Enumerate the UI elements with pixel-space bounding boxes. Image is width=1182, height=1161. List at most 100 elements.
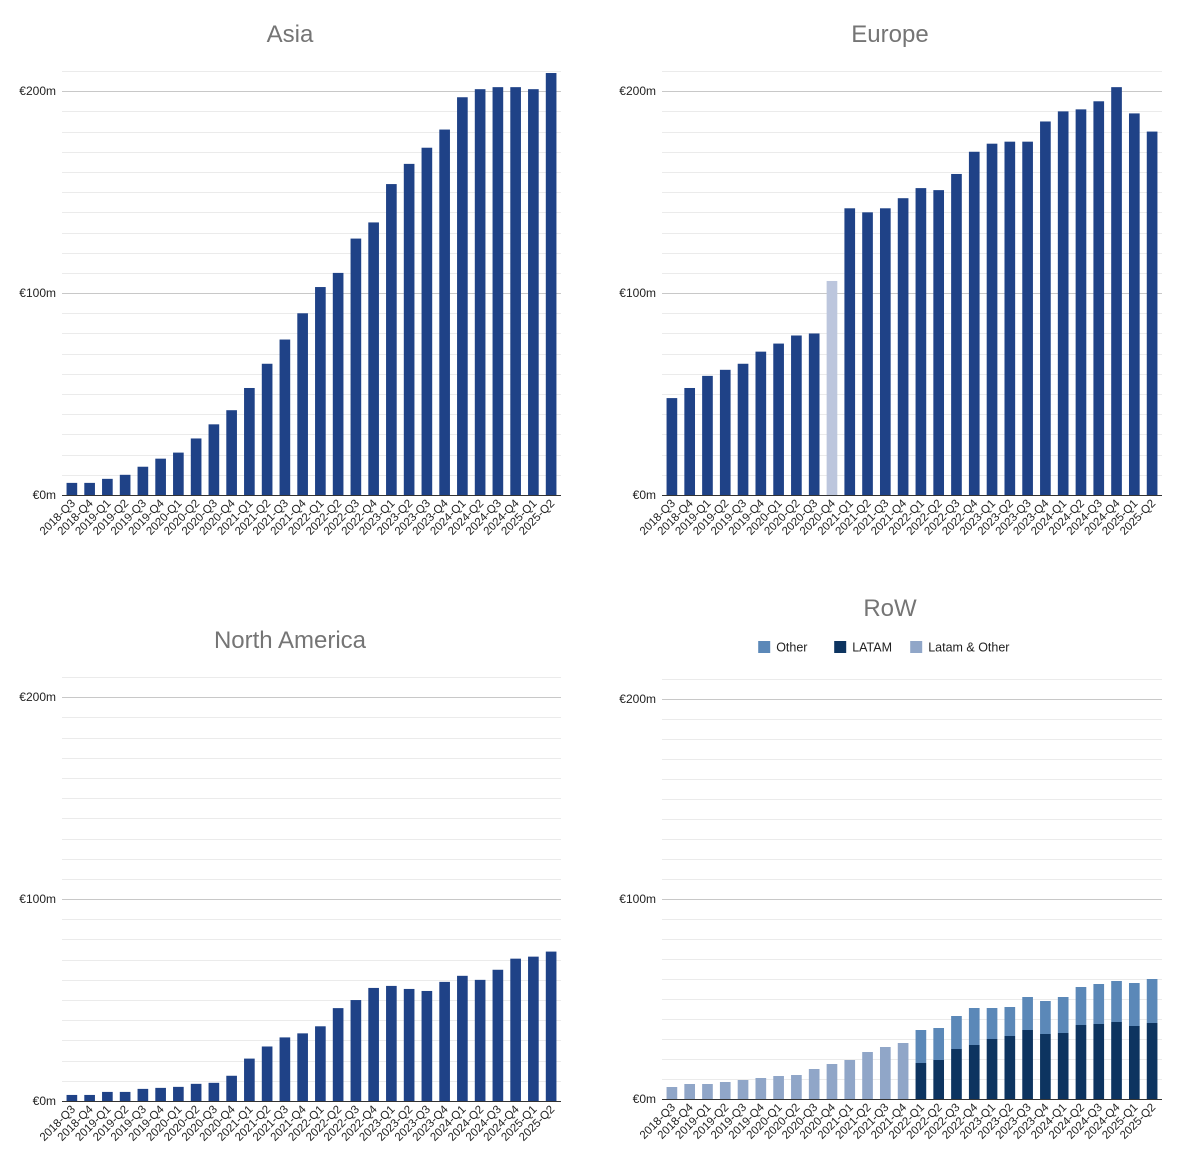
bar-2024-Q1 <box>457 97 468 495</box>
bar-2020-Q1 <box>773 343 784 495</box>
bar-2020-Q2 <box>190 438 202 495</box>
bar-other-2022-Q2 <box>933 1028 945 1060</box>
y-tick-label: €200m <box>619 692 656 706</box>
bar-other-2024-Q2 <box>1075 987 1087 1025</box>
bar-2022-Q4 <box>368 222 379 495</box>
chart-title: North America <box>214 627 367 654</box>
bar-2023-Q2 <box>403 988 415 1101</box>
bar-latam-2023-Q2 <box>1004 1036 1016 1099</box>
row-bars <box>666 979 1158 1099</box>
asia-chart: Asia€0m€100m€200m2018-Q32018-Q42019-Q120… <box>19 21 561 538</box>
bar-2021-Q2 <box>862 212 873 496</box>
legend-swatch-latam-other <box>910 641 923 653</box>
bar-2023-Q1 <box>386 985 397 1101</box>
bar-2023-Q1 <box>986 143 998 495</box>
bar-2020-Q3 <box>808 333 820 495</box>
y-tick-label: €100m <box>619 892 656 906</box>
bar-latam-other-2019-Q1 <box>702 1084 713 1099</box>
bar-2025-Q2 <box>1146 131 1158 496</box>
bar-other-2024-Q3 <box>1093 984 1105 1024</box>
bar-other-2023-Q2 <box>1004 1007 1016 1036</box>
bar-2019-Q2 <box>719 369 731 495</box>
bar-latam-other-2019-Q3 <box>737 1080 749 1099</box>
bar-latam-other-2020-Q2 <box>791 1075 802 1099</box>
bar-latam-2024-Q3 <box>1093 1024 1105 1099</box>
y-tick-label: €200m <box>619 84 656 98</box>
y-tick-label: €100m <box>19 286 56 300</box>
bar-other-2023-Q3 <box>1022 997 1033 1030</box>
bar-2018-Q3 <box>66 1094 78 1101</box>
bar-2019-Q3 <box>137 466 149 495</box>
y-tick-label: €100m <box>619 286 656 300</box>
asia-gridlines <box>62 71 561 476</box>
europe-gridlines <box>662 71 1162 476</box>
bar-other-2023-Q1 <box>986 1008 998 1039</box>
bar-latam-2024-Q4 <box>1111 1022 1122 1099</box>
bar-2019-Q2 <box>119 474 131 495</box>
bar-latam-2022-Q3 <box>951 1049 962 1099</box>
bar-2018-Q3 <box>66 482 78 495</box>
bar-2025-Q1 <box>1128 113 1140 496</box>
legend-label-latam: LATAM <box>852 641 892 655</box>
bar-2023-Q3 <box>421 990 433 1101</box>
bar-2023-Q4 <box>439 129 450 496</box>
bar-2020-Q4 <box>226 410 237 495</box>
bar-2024-Q1 <box>457 975 468 1101</box>
bar-2021-Q1 <box>244 387 255 495</box>
row-chart: RoW€0m€100m€200m2018-Q32018-Q42019-Q1201… <box>619 595 1162 1142</box>
bar-2023-Q2 <box>1004 141 1016 495</box>
bar-2021-Q3 <box>279 339 291 495</box>
chart-panel-europe: Europe €0m €100m €200m 2018-Q3 2018-Q4 2019-Q1… <box>591 0 1182 580</box>
bar-2020-Q1 <box>173 452 184 495</box>
bar-other-2024-Q4 <box>1111 981 1122 1022</box>
bar-2022-Q2 <box>332 272 344 495</box>
bar-2023-Q1 <box>386 184 397 496</box>
bar-latam-other-2020-Q3 <box>808 1069 820 1099</box>
chart-title: Europe <box>851 21 928 48</box>
bar-latam-2022-Q2 <box>933 1060 945 1099</box>
bar-2019-Q1 <box>102 478 113 495</box>
bar-2021-Q4 <box>297 1033 308 1101</box>
bar-2022-Q1 <box>315 1026 326 1101</box>
bar-other-2024-Q1 <box>1057 997 1069 1033</box>
bar-2022-Q2 <box>332 1008 344 1101</box>
bar-2024-Q2 <box>474 89 486 496</box>
bar-2024-Q4 <box>510 958 521 1101</box>
bar-2022-Q3 <box>350 1000 362 1101</box>
chart-panel-north-america: North America €0m €100m €200m 2018-Q3 2018-Q4… <box>0 580 591 1161</box>
bar-2023-Q4 <box>439 981 450 1101</box>
bar-2019-Q2 <box>119 1091 131 1101</box>
europe-bars <box>666 87 1158 496</box>
bar-2018-Q4 <box>84 482 95 495</box>
bar-2023-Q4 <box>1040 121 1051 495</box>
bar-latam-2025-Q2 <box>1146 1023 1158 1099</box>
bar-2019-Q1 <box>702 375 713 495</box>
north-america-gridlines <box>62 677 561 1082</box>
bar-2025-Q2 <box>545 951 557 1101</box>
chart-title: Asia <box>267 21 314 48</box>
bar-other-2022-Q4 <box>968 1008 980 1045</box>
chart-panel-row: RoW €0m €100m €200m 2018-Q3 2018-Q4 2019-Q1 201… <box>591 580 1182 1161</box>
legend-label-other: Other <box>776 641 807 655</box>
legend: Other LATAM Latam & Other <box>758 641 1009 655</box>
y-tick-label: €100m <box>19 892 56 906</box>
bar-2021-Q3 <box>879 208 891 496</box>
bar-2022-Q4 <box>968 151 980 495</box>
bar-2021-Q1 <box>844 208 856 496</box>
bar-2019-Q3 <box>137 1088 149 1101</box>
bar-2024-Q4 <box>1111 87 1122 496</box>
bar-latam-2024-Q2 <box>1075 1025 1087 1099</box>
bar-2022-Q4 <box>368 987 379 1101</box>
bar-2024-Q3 <box>492 87 504 496</box>
bar-2024-Q3 <box>1093 101 1105 496</box>
bar-other-2025-Q2 <box>1146 979 1158 1023</box>
bar-2018-Q3 <box>666 398 678 495</box>
bar-2023-Q3 <box>421 147 433 495</box>
bar-2021-Q4 <box>297 313 308 495</box>
bar-2020-Q1 <box>173 1086 184 1101</box>
bar-2022-Q2 <box>933 190 945 495</box>
bar-latam-2022-Q1 <box>915 1063 927 1099</box>
bar-2019-Q4 <box>755 351 767 495</box>
bar-2022-Q1 <box>315 287 326 495</box>
north-america-bars <box>66 951 557 1101</box>
